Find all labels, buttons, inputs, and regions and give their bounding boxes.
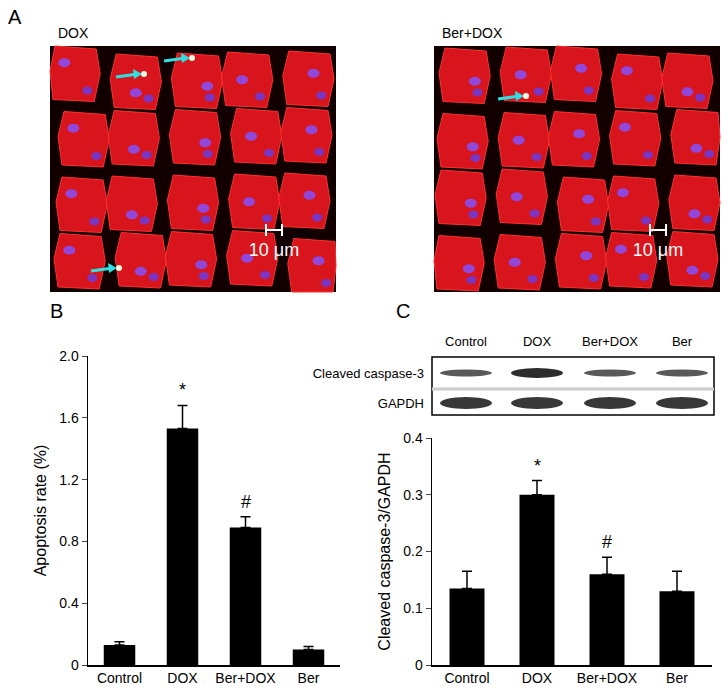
svg-text:A: A <box>8 6 22 28</box>
svg-text:Ber: Ber <box>672 334 693 349</box>
svg-text:C: C <box>396 300 410 322</box>
svg-text:2.0: 2.0 <box>59 348 79 364</box>
svg-text:B: B <box>50 300 63 322</box>
svg-text:GAPDH: GAPDH <box>378 396 424 411</box>
svg-text:Control: Control <box>445 334 487 349</box>
svg-text:0.3: 0.3 <box>403 487 423 503</box>
svg-text:Apoptosis rate (%): Apoptosis rate (%) <box>32 445 49 577</box>
svg-text:Ber+DOX: Ber+DOX <box>442 25 503 41</box>
svg-text:Control: Control <box>97 670 142 686</box>
svg-text:10 μm: 10 μm <box>249 240 299 260</box>
svg-text:Cleaved caspase-3: Cleaved caspase-3 <box>313 366 424 381</box>
svg-text:Control: Control <box>444 670 489 686</box>
svg-text:DOX: DOX <box>167 670 198 686</box>
svg-text:10 μm: 10 μm <box>633 240 683 260</box>
svg-text:Ber: Ber <box>666 670 688 686</box>
svg-text:1.6: 1.6 <box>59 410 79 426</box>
svg-text:0.1: 0.1 <box>403 600 423 616</box>
svg-text:0: 0 <box>415 657 423 673</box>
svg-text:Cleaved caspase-3/GAPDH: Cleaved caspase-3/GAPDH <box>376 452 393 650</box>
svg-text:Ber+DOX: Ber+DOX <box>577 670 638 686</box>
svg-text:#: # <box>241 492 251 512</box>
svg-text:DOX: DOX <box>522 670 553 686</box>
svg-text:Ber+DOX: Ber+DOX <box>582 334 638 349</box>
svg-text:DOX: DOX <box>523 334 552 349</box>
svg-text:0.8: 0.8 <box>59 533 79 549</box>
svg-text:0.4: 0.4 <box>59 595 79 611</box>
svg-text:0.2: 0.2 <box>403 543 423 559</box>
svg-text:0: 0 <box>71 657 79 673</box>
svg-text:#: # <box>602 532 612 552</box>
svg-text:1.2: 1.2 <box>59 472 79 488</box>
svg-text:*: * <box>534 456 541 476</box>
svg-text:DOX: DOX <box>58 25 89 41</box>
svg-text:*: * <box>179 380 186 400</box>
svg-text:Ber+DOX: Ber+DOX <box>215 670 276 686</box>
svg-text:Ber: Ber <box>298 670 320 686</box>
svg-text:0.4: 0.4 <box>403 430 423 446</box>
